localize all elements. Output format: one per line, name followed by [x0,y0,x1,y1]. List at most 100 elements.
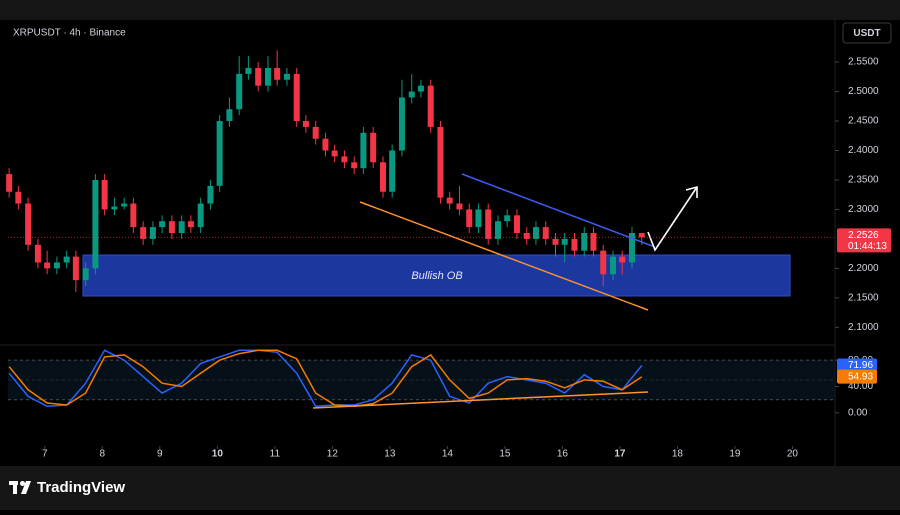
logo [9,481,31,494]
stoch-band-fill [8,360,835,400]
y-tick-label: 2.1500 [848,292,879,303]
symbol: XRPUSDT · 4h · Binance [13,28,126,39]
y-tick-label: 2.3000 [848,204,879,215]
candle-body [53,262,60,269]
top-strip [0,0,900,20]
candle-body [283,73,290,80]
candle-body [638,233,645,238]
candle-body [590,233,597,251]
projection-arrow [647,186,698,252]
candle-body [351,162,358,169]
candle-body [63,256,70,263]
candle-body [417,85,424,92]
countdown: 01:44:13 [848,241,887,252]
currency[interactable]: USDT [853,28,880,39]
x-tick-label: 12 [327,449,339,460]
x-tick-label: 18 [672,449,684,460]
candle-body [571,238,578,251]
stoch-pane [8,349,835,408]
candle-body [274,67,281,80]
stoch-trendline [312,391,649,409]
candle-body [628,233,635,263]
candle-body [456,203,463,210]
candle-body [216,121,223,186]
x-tick-label: 17 [614,449,626,460]
candle-body [485,209,492,239]
last-value-label: 71.96 [848,360,873,371]
candle-body [466,209,473,228]
x-tick-label: 7 [42,449,48,460]
candle-body [600,250,607,275]
candle-body [542,227,549,239]
candle-body [34,244,41,263]
logo-mark [13,481,17,494]
x-tick-label: 19 [729,449,741,460]
candle-body [504,215,511,222]
candle-body [15,191,22,204]
candle-body [44,262,51,269]
candle-body [446,197,453,204]
x-tick-label: 11 [270,449,281,460]
candle-body [236,73,243,110]
candle-body [111,206,118,210]
y-tick-label: 2.1000 [848,322,879,333]
candle-body [293,73,300,122]
candle-body [379,162,386,192]
candle-body [561,238,568,245]
candle-body [226,109,233,122]
support-trendline [359,201,649,311]
candle-body [532,227,539,239]
last-value-box [837,358,877,373]
candle-body [322,138,329,151]
candle-body [389,150,396,192]
logo-mark [20,481,25,486]
candle-body [25,203,32,245]
candle-body [140,227,147,239]
candle-body [341,156,348,163]
candle-body [6,174,13,192]
x-tick-label: 9 [157,449,163,460]
arrow-head [685,185,698,198]
candle-body [581,233,588,251]
x-tick-label: 13 [384,449,396,460]
candle-body [427,85,434,127]
x-tick-label: 15 [499,449,511,460]
y-tick-label: 2.4000 [848,145,879,156]
last-value-box [837,369,877,384]
candle-body [475,209,482,228]
candle-body [207,185,214,204]
bottom-strip [0,466,900,510]
x-tick-label: 20 [787,449,799,460]
candle-body [523,233,530,239]
currency-box[interactable] [842,22,892,44]
candle-body [331,150,338,157]
last-price-box [837,228,891,253]
candle-body [494,221,501,239]
candle-body [398,97,405,151]
candle-body [187,221,194,228]
stoch-line [8,349,643,408]
candle-body [159,221,166,228]
candle-body [197,203,204,228]
candle-body [437,126,444,198]
candle-body [82,268,89,281]
candle-body [121,203,128,207]
candle-body [264,67,271,86]
y-tick-label: 0.00 [848,408,868,419]
y-tick-label: 2.5000 [848,86,879,97]
candle-body [168,221,175,234]
candle-body [101,179,108,210]
candle-body [360,132,367,169]
last-value-label: 54.93 [848,371,873,382]
x-tick-label: 10 [212,449,224,460]
candle-body [610,256,617,275]
candle-body [408,91,415,98]
candle-body [370,132,377,163]
y-tick-label: 40.00 [848,381,873,392]
y-tick-label: 2.2000 [848,263,879,274]
x-tick-label: 8 [100,449,106,460]
candle-body [619,256,626,263]
candle-body [302,121,309,127]
